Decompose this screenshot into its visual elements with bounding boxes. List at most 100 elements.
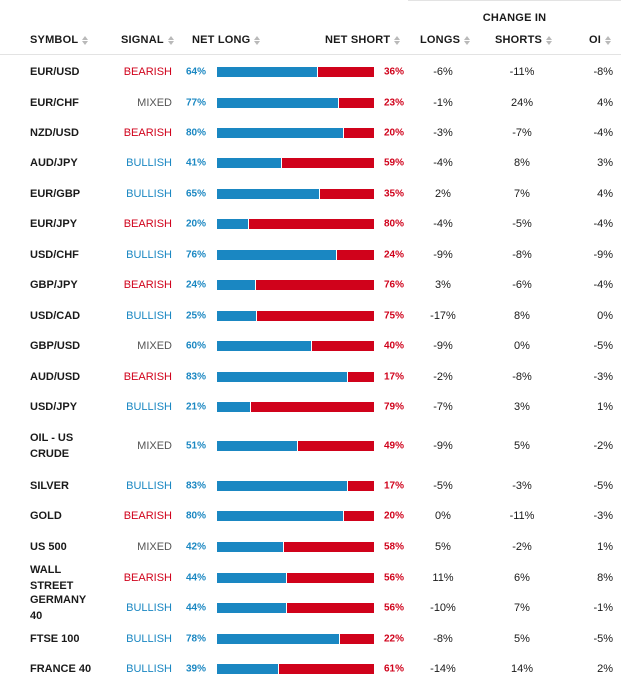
table-row[interactable]: EUR/GBP BULLISH 65% 35% 2% 7% 4%: [0, 179, 621, 209]
change-shorts: -8%: [512, 249, 532, 261]
symbol-link[interactable]: AUD/USD: [30, 371, 81, 383]
symbol-link[interactable]: US 500: [30, 541, 67, 553]
net-ratio-bar: [217, 341, 374, 351]
table-row[interactable]: GBP/JPY BEARISH 24% 76% 3% -6% -4%: [0, 270, 621, 300]
symbol-link[interactable]: FRANCE 40: [30, 663, 92, 675]
change-longs: -6%: [433, 66, 453, 78]
net-long-percent: 21%: [185, 401, 206, 413]
net-ratio-bar: [217, 250, 374, 260]
table-row[interactable]: GOLD BEARISH 80% 20% 0% -11% -3%: [0, 501, 621, 531]
net-short-percent: 49%: [383, 440, 404, 452]
col-net-long-header[interactable]: NET LONG: [192, 34, 261, 46]
table-row[interactable]: GBP/USD MIXED 60% 40% -9% 0% -5%: [0, 331, 621, 361]
net-long-percent: 83%: [185, 480, 206, 492]
symbol-link[interactable]: EUR/GBP: [30, 188, 81, 200]
net-ratio-bar: [217, 128, 374, 138]
net-long-fill: [217, 311, 258, 321]
net-long-fill: [217, 634, 341, 644]
col-longs-header[interactable]: LONGS: [420, 34, 471, 46]
symbol-link[interactable]: EUR/CHF: [30, 97, 79, 109]
symbol-link[interactable]: USD/JPY: [30, 401, 78, 413]
symbol-link[interactable]: NZD/USD: [30, 127, 79, 139]
symbol-link[interactable]: EUR/JPY: [30, 218, 78, 230]
col-net-short-header[interactable]: NET SHORT: [325, 34, 401, 46]
symbol-link[interactable]: GBP/USD: [30, 340, 81, 352]
col-signal-header[interactable]: SIGNAL: [121, 34, 174, 46]
table-row[interactable]: NZD/USD BEARISH 80% 20% -3% -7% -4%: [0, 118, 621, 148]
table-row[interactable]: USD/CAD BULLISH 25% 75% -17% 8% 0%: [0, 301, 621, 331]
net-short-percent: 58%: [383, 541, 404, 553]
change-longs: 11%: [432, 572, 454, 584]
net-short-percent: 23%: [383, 97, 404, 109]
symbol-link[interactable]: GOLD: [30, 510, 62, 522]
table-row[interactable]: AUD/JPY BULLISH 41% 59% -4% 8% 3%: [0, 148, 621, 178]
symbol-link[interactable]: USD/CHF: [30, 249, 79, 261]
change-longs: -4%: [433, 157, 453, 169]
net-ratio-bar: [217, 98, 374, 108]
sort-arrows-icon[interactable]: [167, 35, 174, 45]
col-symbol-header[interactable]: SYMBOL: [30, 34, 89, 46]
net-short-percent: 79%: [383, 401, 404, 413]
signal-label: BEARISH: [123, 371, 172, 383]
table-row[interactable]: SILVER BULLISH 83% 17% -5% -3% -5%: [0, 471, 621, 501]
sort-arrows-icon[interactable]: [394, 35, 401, 45]
sort-arrows-icon[interactable]: [82, 35, 89, 45]
symbol-link[interactable]: EUR/USD: [30, 66, 80, 78]
table-row[interactable]: FRANCE 40 BULLISH 39% 61% -14% 14% 2%: [0, 654, 621, 684]
change-shorts: -7%: [512, 127, 532, 139]
signal-label: BULLISH: [126, 401, 172, 413]
table-row[interactable]: EUR/JPY BEARISH 20% 80% -4% -5% -4%: [0, 209, 621, 239]
sort-arrows-icon[interactable]: [254, 35, 261, 45]
col-net-short-label: NET SHORT: [325, 34, 391, 46]
table-row[interactable]: OIL - US CRUDE MIXED 51% 49% -9% 5% -2%: [0, 423, 621, 469]
col-shorts-label: SHORTS: [495, 34, 543, 46]
net-short-percent: 76%: [383, 279, 404, 291]
table-row[interactable]: USD/JPY BULLISH 21% 79% -7% 3% 1%: [0, 392, 621, 422]
net-long-percent: 51%: [185, 440, 206, 452]
sort-arrows-icon[interactable]: [464, 35, 471, 45]
symbol-link[interactable]: GBP/JPY: [30, 279, 78, 291]
table-row[interactable]: USD/CHF BULLISH 76% 24% -9% -8% -9%: [0, 240, 621, 270]
net-ratio-bar: [217, 603, 374, 613]
table-row[interactable]: US 500 MIXED 42% 58% 5% -2% 1%: [0, 532, 621, 562]
net-short-percent: 61%: [383, 663, 404, 675]
table-row[interactable]: EUR/USD BEARISH 64% 36% -6% -11% -8%: [0, 57, 621, 87]
change-oi: 1%: [597, 401, 613, 413]
sort-arrows-icon[interactable]: [546, 35, 553, 45]
net-short-percent: 17%: [383, 480, 404, 492]
change-longs: -5%: [433, 480, 453, 492]
col-oi-header[interactable]: OI: [589, 34, 612, 46]
net-ratio-bar: [217, 441, 374, 451]
change-longs: -8%: [433, 633, 453, 645]
symbol-link[interactable]: OIL - US CRUDE: [30, 432, 74, 460]
table-row[interactable]: WALL STREET BEARISH 44% 56% 11% 6% 8%: [0, 563, 621, 593]
symbol-link[interactable]: AUD/JPY: [30, 157, 78, 169]
symbol-link[interactable]: GERMANY 40: [30, 594, 87, 622]
change-oi: -4%: [593, 279, 613, 291]
change-shorts: 5%: [514, 633, 530, 645]
col-shorts-header[interactable]: SHORTS: [495, 34, 553, 46]
change-shorts: -8%: [512, 371, 532, 383]
change-in-header-group: CHANGE IN: [408, 0, 621, 29]
table-row[interactable]: FTSE 100 BULLISH 78% 22% -8% 5% -5%: [0, 624, 621, 654]
symbol-link[interactable]: FTSE 100: [30, 633, 80, 645]
net-ratio-bar: [217, 511, 374, 521]
symbol-link[interactable]: WALL STREET: [30, 564, 74, 592]
sort-arrows-icon[interactable]: [605, 35, 612, 45]
net-long-fill: [217, 280, 256, 290]
change-longs: -7%: [433, 401, 453, 413]
change-longs: -4%: [433, 218, 453, 230]
change-longs: -17%: [430, 310, 456, 322]
table-row[interactable]: EUR/CHF MIXED 77% 23% -1% 24% 4%: [0, 88, 621, 118]
symbol-link[interactable]: USD/CAD: [30, 310, 81, 322]
table-row[interactable]: GERMANY 40 BULLISH 44% 56% -10% 7% -1%: [0, 593, 621, 623]
signal-label: BULLISH: [126, 249, 172, 261]
net-long-fill: [217, 372, 349, 382]
symbol-link[interactable]: SILVER: [30, 480, 69, 492]
net-long-fill: [217, 441, 299, 451]
signal-label: BULLISH: [126, 663, 172, 675]
table-row[interactable]: AUD/USD BEARISH 83% 17% -2% -8% -3%: [0, 362, 621, 392]
change-shorts: 24%: [510, 97, 534, 109]
net-long-fill: [217, 67, 319, 77]
